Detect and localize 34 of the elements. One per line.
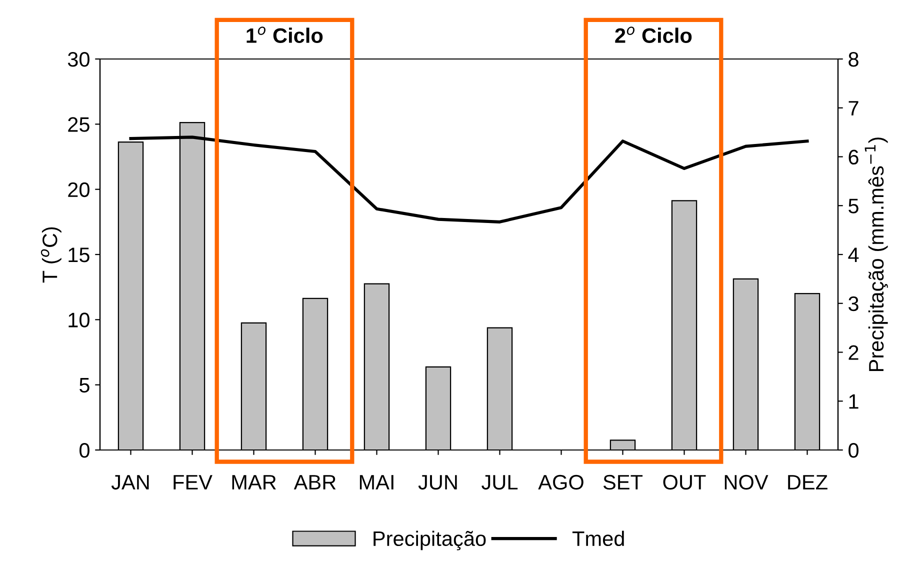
x-tick-label: DEZ <box>788 475 828 490</box>
y-axis-title: T ($^{o}$C) <box>40 227 62 283</box>
y2-tick-label: 2 <box>848 345 858 360</box>
y2-tick-label: 5 <box>848 198 858 214</box>
y2-axis-title: Precipitação (mm.mês$^{−1}$) <box>864 138 888 372</box>
y-tick-label: 5 <box>80 378 90 393</box>
x-tick-label: SET <box>603 474 643 490</box>
x-tick-label: ABR <box>294 475 336 490</box>
y-tick-label: 0 <box>80 443 90 458</box>
y2-tick-label: 6 <box>848 150 858 165</box>
x-tick-label: MAR <box>232 475 276 490</box>
y-tick-label: 10 <box>68 312 90 328</box>
x-tick-label: OUT <box>663 474 706 490</box>
x-tick-label: JUL <box>482 475 518 490</box>
y2-tick-label: 4 <box>848 248 859 262</box>
legend-label: Precipitação <box>374 530 486 550</box>
y-tick-label: 15 <box>68 248 90 262</box>
y-tick-label: 30 <box>68 52 90 67</box>
x-tick-label: AGO <box>538 474 584 490</box>
y2-tick-label: 1 <box>849 394 858 409</box>
y2-tick-label: 0 <box>848 443 858 458</box>
legend-label: Tmed <box>572 530 624 546</box>
y2-tick-label: 8 <box>848 52 858 67</box>
y2-tick-label: 7 <box>848 101 858 116</box>
x-tick-label: NOV <box>724 474 768 490</box>
text: 2$^{o}$ Ciclo <box>615 26 692 43</box>
y2-tick-label: 3 <box>848 296 858 312</box>
text: 1$^{o}$ Ciclo <box>246 26 323 43</box>
x-tick-label: JAN <box>111 475 149 490</box>
y-tick-label: 20 <box>68 182 90 198</box>
y-tick-label: 25 <box>68 117 90 132</box>
x-tick-label: FEV <box>174 475 212 490</box>
x-tick-label: JUN <box>418 475 457 490</box>
x-tick-label: MAI <box>360 475 394 490</box>
